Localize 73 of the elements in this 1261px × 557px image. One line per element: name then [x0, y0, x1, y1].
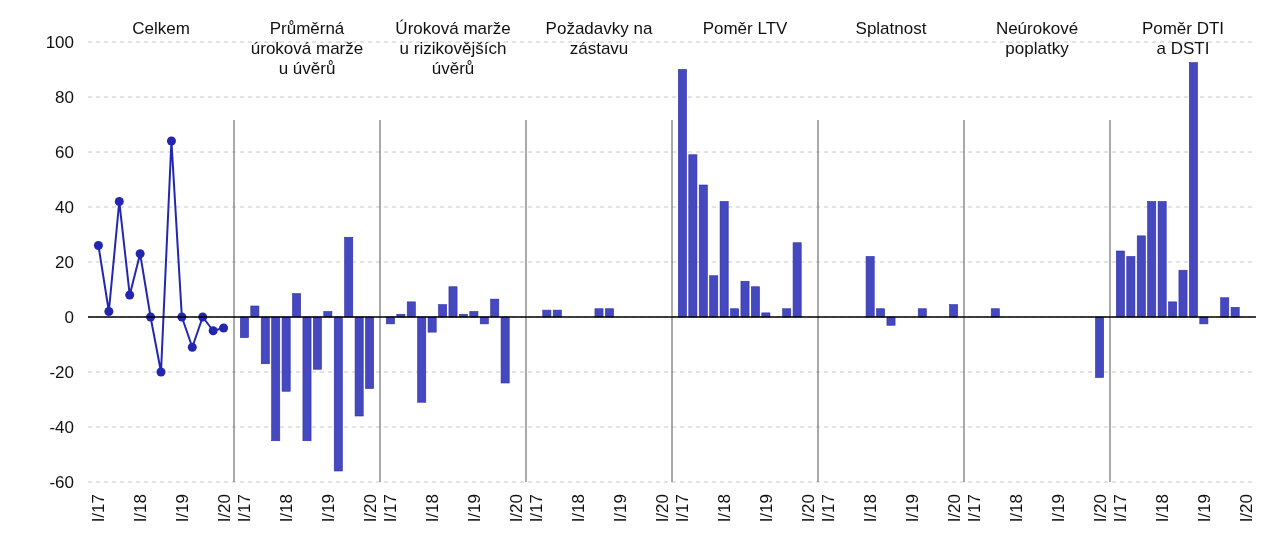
x-tick-label: I/19	[318, 494, 338, 523]
point	[166, 136, 176, 146]
x-tick-label: I/17	[965, 494, 985, 523]
x-tick-label: I/19	[756, 494, 776, 523]
x-tick-label: I/17	[673, 494, 693, 523]
x-tick-label: I/17	[1111, 494, 1131, 523]
x-tick-label: I/20	[360, 494, 380, 523]
x-tick-label: I/19	[902, 494, 922, 523]
point	[156, 367, 166, 377]
x-tick-label: I/17	[235, 494, 255, 523]
x-tick-label: I/18	[1007, 494, 1027, 523]
x-tick-label: I/20	[1090, 494, 1110, 523]
bar	[344, 236, 354, 318]
x-tick-label: I/19	[172, 494, 192, 523]
x-tick-label: I/18	[277, 494, 297, 523]
point	[104, 307, 114, 316]
bar	[917, 308, 927, 318]
x-tick-label: I/20	[652, 494, 672, 523]
point	[187, 342, 197, 352]
x-tick-label: I/18	[861, 494, 881, 523]
bar	[250, 305, 260, 318]
y-tick-label: 100	[45, 33, 74, 52]
bar	[949, 304, 958, 318]
x-tick-label: I/19	[464, 494, 484, 523]
x-tick-label: I/17	[89, 494, 109, 523]
point	[135, 249, 145, 259]
chart-title: Splatnost	[855, 19, 927, 38]
x-tick-label: I/18	[715, 494, 735, 523]
bar	[292, 293, 301, 318]
chart-title: Neúrokové poplatky	[995, 19, 1079, 58]
x-tick-label: I/18	[131, 494, 151, 523]
x-tick-label: I/20	[214, 494, 234, 523]
point	[114, 197, 124, 206]
bar	[333, 316, 343, 472]
chart-title: Poměr LTV	[702, 19, 789, 38]
y-tick-label: -40	[49, 418, 74, 437]
bar	[386, 316, 395, 325]
x-tick-label: I/18	[569, 494, 589, 523]
chart-title: Poměr DTI a DSTI	[1141, 19, 1225, 58]
bar	[479, 316, 489, 325]
x-tick-label: I/20	[1236, 494, 1256, 523]
x-tick-label: I/18	[423, 494, 443, 523]
x-tick-label: I/17	[527, 494, 547, 523]
bar	[886, 316, 896, 326]
chart-title: Celkem	[132, 19, 190, 38]
y-tick-label: 60	[55, 143, 74, 162]
bar	[1199, 316, 1209, 325]
y-tick-label: 40	[55, 198, 74, 217]
point	[208, 326, 218, 336]
point	[125, 290, 135, 300]
x-tick-label: I/19	[1048, 494, 1068, 523]
y-tick-label: 20	[55, 253, 74, 272]
y-tick-label: -60	[49, 473, 74, 492]
x-tick-label: I/20	[506, 494, 526, 523]
chart-title: Průměrná úroková marže u úvěrů	[250, 19, 364, 78]
x-tick-label: I/20	[798, 494, 818, 523]
bar	[240, 316, 249, 338]
bar	[490, 298, 500, 318]
chart-title: Úroková marže u rizikovějších úvěrů	[395, 19, 511, 78]
y-tick-label: -20	[49, 363, 74, 382]
point	[219, 323, 229, 333]
x-tick-label: I/19	[1194, 494, 1214, 523]
y-tick-label: 80	[55, 88, 74, 107]
point	[93, 241, 103, 250]
x-tick-label: I/19	[610, 494, 630, 523]
x-tick-label: I/17	[381, 494, 401, 523]
bar	[323, 311, 333, 318]
x-tick-label: I/20	[944, 494, 964, 523]
x-tick-label: I/18	[1153, 494, 1173, 523]
bar	[500, 316, 510, 384]
y-tick-label: 0	[64, 308, 74, 327]
chart-title: Požadavky na zástavu	[545, 19, 653, 58]
x-tick-label: I/17	[819, 494, 839, 523]
